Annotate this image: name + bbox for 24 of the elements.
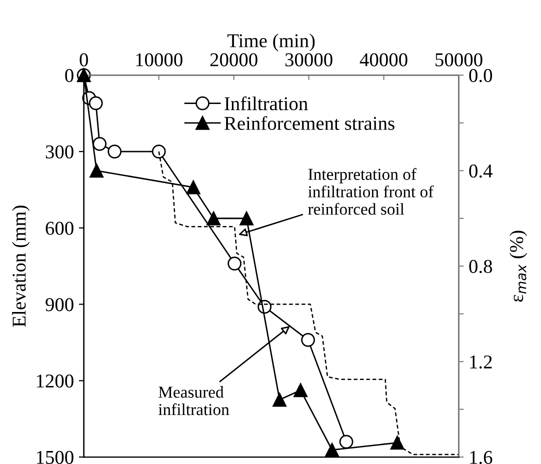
y-tick-label: 1200 xyxy=(36,374,74,388)
annotation: Measured infiltration xyxy=(158,386,230,416)
y2-tick-label: 0.0 xyxy=(469,68,492,82)
y-axis-title: Elevation (mm) xyxy=(12,206,30,327)
legend-label: Reinforcement strains xyxy=(224,116,394,130)
y2-tick-label: 1.6 xyxy=(470,450,492,464)
x-tick-label: 10000 xyxy=(136,53,182,66)
x-tick-label: 20000 xyxy=(210,53,258,66)
legend-label: Infiltration xyxy=(224,96,308,110)
annotation: Interpretation of infiltration front of reinforced soil xyxy=(308,168,434,215)
y-tick-label: 900 xyxy=(46,298,74,312)
x-tick-label: 40000 xyxy=(360,53,408,66)
x-axis-title: Time (min) xyxy=(227,34,315,52)
y2-tick-label: 0.8 xyxy=(469,260,492,274)
y-tick-label: 1500 xyxy=(36,450,74,464)
x-tick-label: 0 xyxy=(80,53,88,66)
y-tick-label: 300 xyxy=(46,145,74,158)
y-tick-label: 600 xyxy=(46,222,74,235)
x-tick-label: 30000 xyxy=(285,53,332,66)
y2-tick-label: 0.4 xyxy=(469,164,492,178)
y-tick-label: 0 xyxy=(65,68,74,82)
y2-axis-title: ε$_{max}$ (%) xyxy=(509,230,528,302)
y2-tick-label: 1.2 xyxy=(470,355,492,369)
x-tick-label: 50000 xyxy=(436,53,482,66)
